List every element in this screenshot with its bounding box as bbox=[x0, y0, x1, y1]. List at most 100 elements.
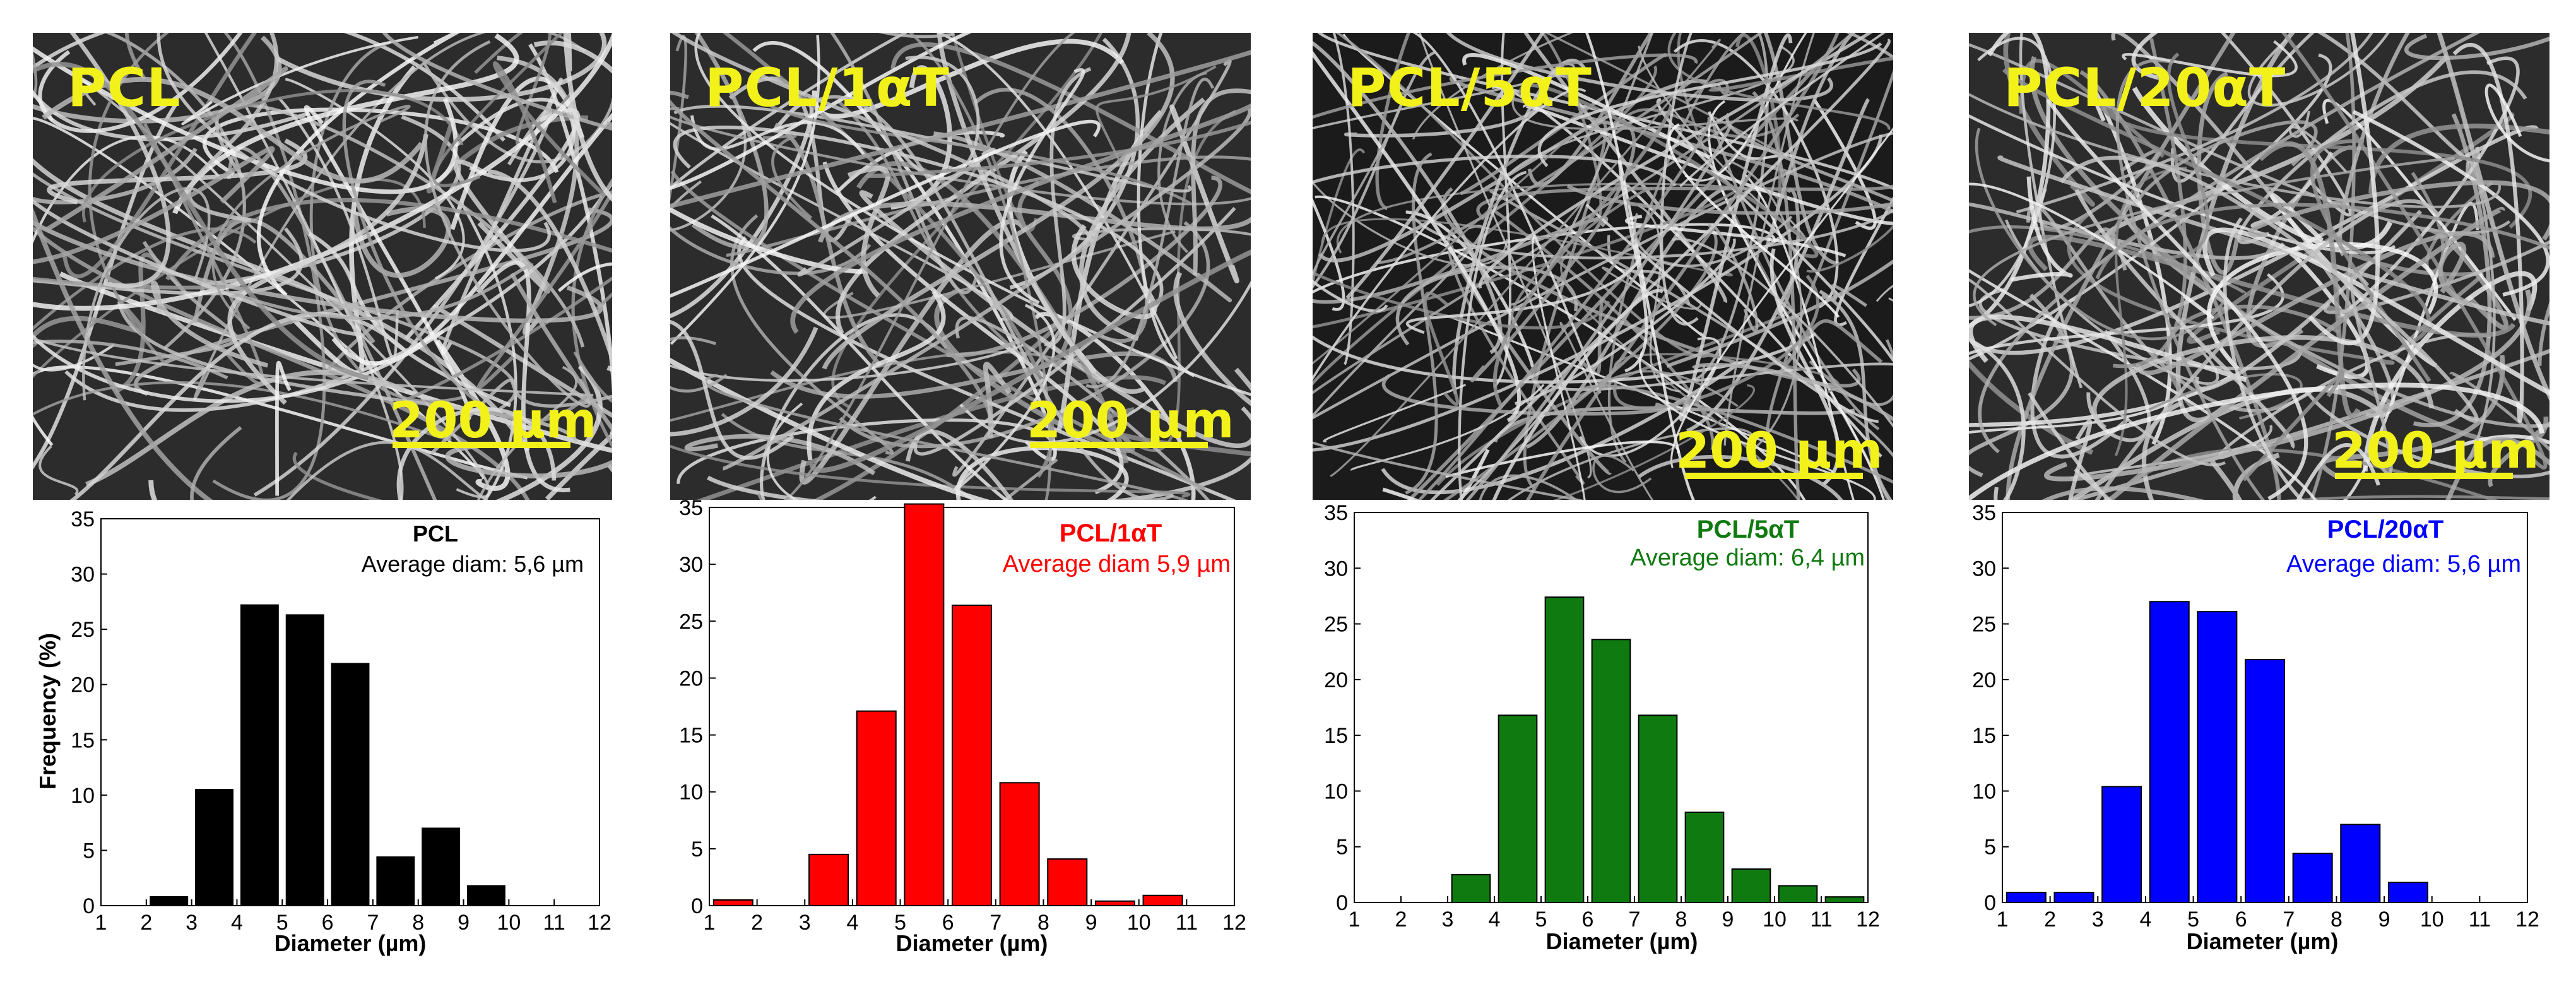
fiber bbox=[309, 40, 464, 403]
x-tick-label: 11 bbox=[2469, 908, 2491, 932]
fiber bbox=[193, 33, 586, 401]
legend-series-name: PCL/5αT bbox=[1697, 516, 1799, 543]
fiber bbox=[822, 161, 1124, 495]
x-axis-title: Diameter (µm) bbox=[896, 930, 1048, 956]
fiber bbox=[1625, 215, 1846, 257]
bar bbox=[467, 885, 505, 907]
fiber bbox=[670, 91, 993, 420]
fiber bbox=[62, 33, 257, 279]
x-tick-label: 9 bbox=[2378, 908, 2390, 932]
fiber bbox=[1405, 152, 1438, 495]
fiber bbox=[1313, 50, 1521, 423]
y-axis-title: Frequency (%) bbox=[35, 633, 61, 790]
fiber bbox=[2151, 52, 2210, 259]
fiber bbox=[1342, 33, 1706, 339]
fiber bbox=[752, 88, 1191, 205]
fiber bbox=[670, 326, 818, 437]
fiber bbox=[2484, 83, 2549, 163]
fiber bbox=[1313, 86, 1410, 278]
fiber bbox=[1313, 33, 1855, 394]
bar bbox=[1047, 858, 1088, 907]
fiber bbox=[1332, 33, 1355, 365]
fiber bbox=[711, 214, 1009, 500]
fiber bbox=[2030, 297, 2130, 459]
fiber-texture bbox=[670, 33, 1251, 500]
fiber bbox=[2016, 33, 2373, 214]
histogram-pcl-1at: 1 2 3 4 5 6 7 8 9 10 11 12 0 5 10 15 20 25 30 35 Diameter (… bbox=[631, 496, 1287, 979]
fiber bbox=[1566, 184, 1893, 215]
fiber bbox=[33, 147, 198, 204]
fiber bbox=[2248, 180, 2549, 241]
fiber bbox=[1445, 441, 1680, 478]
fiber-texture bbox=[33, 33, 612, 500]
x-tick-label: 9 bbox=[1085, 911, 1097, 935]
fiber bbox=[157, 33, 551, 252]
bar bbox=[1638, 714, 1678, 903]
x-tick-label: 6 bbox=[322, 911, 334, 935]
fiber bbox=[1457, 378, 1571, 500]
fiber bbox=[839, 221, 1210, 448]
fiber bbox=[722, 107, 1251, 471]
fiber bbox=[33, 227, 257, 348]
x-tick-label: 3 bbox=[799, 911, 811, 935]
bar bbox=[285, 614, 324, 906]
fiber bbox=[33, 276, 226, 290]
fiber bbox=[2445, 437, 2549, 500]
bar bbox=[376, 856, 415, 906]
fiber bbox=[670, 357, 990, 500]
fiber bbox=[890, 65, 952, 210]
fiber bbox=[952, 59, 1232, 477]
bar bbox=[1824, 896, 1865, 904]
fiber bbox=[1526, 33, 1840, 500]
fiber bbox=[2114, 167, 2187, 456]
fiber bbox=[2449, 372, 2549, 452]
fiber bbox=[1538, 42, 1882, 167]
fiber bbox=[2011, 176, 2073, 282]
fiber bbox=[1585, 203, 1879, 423]
fiber bbox=[670, 100, 814, 319]
fiber bbox=[1330, 38, 1721, 478]
fiber bbox=[1545, 370, 1739, 432]
fiber bbox=[1479, 33, 1873, 289]
fiber bbox=[278, 97, 399, 360]
y-tick-label: 20 bbox=[1972, 668, 1996, 692]
fiber bbox=[1382, 449, 1490, 500]
fiber bbox=[1376, 33, 1764, 264]
bar bbox=[422, 827, 461, 907]
x-axis-title: Diameter (µm) bbox=[275, 930, 427, 956]
x-tick-label: 1 bbox=[95, 911, 107, 935]
fiber bbox=[82, 187, 211, 401]
micrograph-pcl-20at: PCL/20αT 200 µm bbox=[1969, 33, 2549, 500]
x-tick-label: 12 bbox=[588, 911, 612, 935]
x-tick-label: 10 bbox=[1763, 908, 1787, 932]
bar bbox=[904, 503, 945, 906]
x-tick-label: 5 bbox=[276, 911, 288, 935]
histogram-pcl-5at: 1 2 3 4 5 6 7 8 9 10 11 12 0 5 10 15 20 25 30 35 Diameter (… bbox=[1287, 500, 1944, 979]
bar bbox=[856, 710, 897, 906]
x-tick-label: 3 bbox=[2092, 908, 2104, 932]
fiber bbox=[1560, 251, 1800, 500]
fiber bbox=[1313, 40, 1503, 355]
scale-bar bbox=[1685, 473, 1863, 479]
fiber bbox=[33, 220, 603, 323]
y-tick-label: 0 bbox=[691, 894, 703, 918]
fiber bbox=[308, 232, 512, 408]
micrograph-label: PCL/1αT bbox=[705, 57, 950, 119]
fiber bbox=[1412, 33, 1602, 394]
bar bbox=[2197, 611, 2238, 904]
y-tick-label: 5 bbox=[1984, 836, 1996, 860]
fiber bbox=[1969, 314, 2247, 382]
fiber bbox=[809, 249, 1251, 473]
fiber bbox=[1313, 180, 1508, 266]
fiber bbox=[2303, 387, 2549, 478]
scale-bar-label: 200 µm bbox=[1027, 393, 1234, 449]
fiber bbox=[1614, 353, 1840, 393]
x-tick-label: 6 bbox=[1582, 908, 1594, 932]
fiber bbox=[2106, 206, 2505, 500]
y-tick-label: 15 bbox=[1972, 724, 1996, 748]
y-tick-label: 20 bbox=[71, 673, 95, 697]
fiber bbox=[1725, 159, 1803, 449]
fiber bbox=[33, 227, 304, 295]
fiber bbox=[2002, 68, 2431, 345]
